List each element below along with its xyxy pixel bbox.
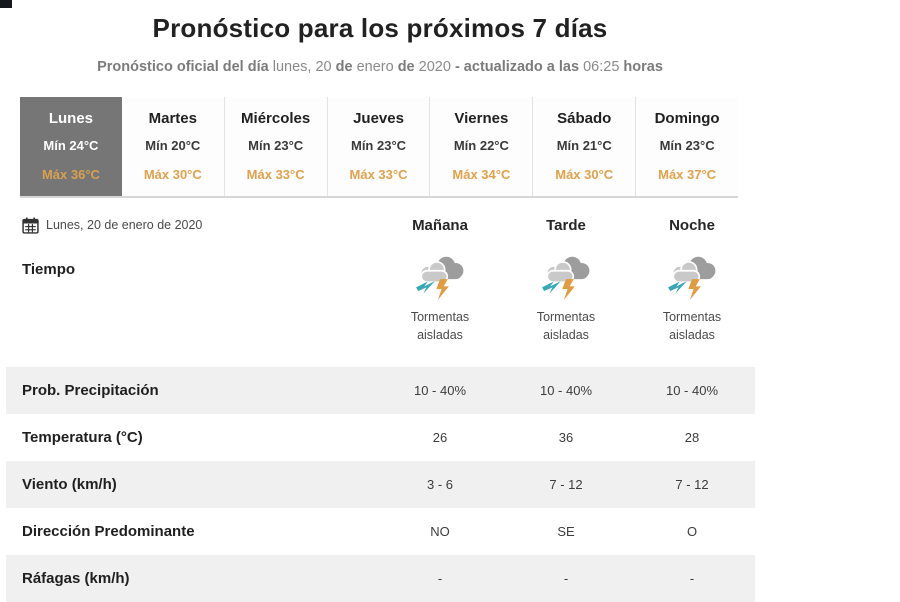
row-value-night: 10 - 40% [665, 383, 719, 398]
day-tab-name: Martes [148, 110, 197, 127]
row-value-afternoon: 36 [558, 430, 574, 445]
weather-condition-label: Tormentas aisladas [662, 310, 722, 343]
selected-date-label: Lunes, 20 de enero de 2020 [46, 218, 203, 232]
page-subtitle: Pronóstico oficial del día lunes, 20 de … [0, 59, 760, 75]
page-title: Pronóstico para los próximos 7 días [152, 13, 608, 43]
day-tab-sabado[interactable]: Sábado Mín 21°C Máx 30°C [532, 97, 636, 196]
day-detail-table: Lunes, 20 de enero de 2020 Mañana Tarde … [6, 205, 755, 602]
day-tab-lunes[interactable]: Lunes Mín 24°C Máx 36°C [20, 97, 122, 196]
table-row: Prob. Precipitación 10 - 40% 10 - 40% 10… [6, 367, 755, 414]
table-row: Ráfagas (km/h) - - - [6, 555, 755, 602]
period-header-morning: Mañana [412, 216, 468, 234]
weather-cell: Tormentas aisladas [629, 245, 755, 367]
day-tab-name: Lunes [48, 110, 94, 127]
row-label: Ráfagas (km/h) [22, 570, 130, 587]
subtitle-segment: de [397, 59, 419, 75]
row-value-afternoon: 7 - 12 [549, 477, 583, 492]
subtitle-segment: 2020 [418, 59, 455, 75]
subtitle-segment: 06:25 [583, 59, 624, 75]
weather-condition-row: Tiempo Tormentas aisladas [6, 245, 755, 367]
row-value-morning: 10 - 40% [413, 383, 467, 398]
row-value-night: O [686, 524, 698, 539]
weather-condition-label: Tormentas aisladas [410, 310, 470, 343]
period-header-afternoon: Tarde [546, 216, 586, 234]
table-row: Temperatura (°C) 26 36 28 [6, 414, 755, 461]
weather-row-label: Tiempo [22, 261, 76, 278]
day-tab-max-temp: Máx 37°C [658, 167, 717, 182]
corner-artifact [0, 0, 12, 8]
row-value-morning: - [437, 571, 443, 586]
weather-cell: Tormentas aisladas [377, 245, 503, 367]
calendar-icon [22, 217, 39, 234]
day-tab-strip: Lunes Mín 24°C Máx 36°C Martes Mín 20°C … [20, 97, 739, 198]
subtitle-segment: enero [356, 59, 398, 75]
row-label: Temperatura (°C) [22, 429, 143, 446]
day-tab-min-temp: Mín 21°C [556, 138, 612, 153]
table-row: Viento (km/h) 3 - 6 7 - 12 7 - 12 [6, 461, 755, 508]
day-tab-max-temp: Máx 36°C [41, 167, 100, 182]
period-header-night: Noche [669, 216, 715, 234]
storm-cloud-icon [668, 256, 716, 300]
day-tab-max-temp: Máx 30°C [143, 167, 202, 182]
subtitle-segment: lunes, 20 [272, 59, 336, 75]
row-value-morning: 3 - 6 [426, 477, 453, 492]
subtitle-segment: horas [623, 59, 663, 75]
subtitle-segment: - actualizado a las [454, 59, 584, 75]
row-value-morning: 26 [432, 430, 448, 445]
row-value-morning: NO [430, 524, 450, 539]
row-label: Viento (km/h) [22, 476, 117, 493]
row-value-afternoon: 10 - 40% [539, 383, 593, 398]
weather-cell: Tormentas aisladas [503, 245, 629, 367]
day-tab-miercoles[interactable]: Miércoles Mín 23°C Máx 33°C [223, 97, 327, 196]
day-tab-name: Viernes [454, 110, 509, 127]
subtitle-segment: de [335, 59, 357, 75]
day-tab-jueves[interactable]: Jueves Mín 23°C Máx 33°C [326, 97, 430, 196]
day-tab-name: Miércoles [241, 110, 311, 127]
row-label: Dirección Predominante [22, 523, 195, 540]
row-value-afternoon: SE [557, 524, 575, 539]
row-value-afternoon: - [563, 571, 569, 586]
day-tab-max-temp: Máx 33°C [349, 167, 408, 182]
day-tab-min-temp: Mín 23°C [248, 138, 304, 153]
day-tab-max-temp: Máx 34°C [452, 167, 511, 182]
row-value-night: 28 [684, 430, 700, 445]
storm-cloud-icon [542, 256, 590, 300]
day-tab-min-temp: Mín 23°C [659, 138, 715, 153]
weather-condition-label: Tormentas aisladas [536, 310, 596, 343]
day-tab-max-temp: Máx 33°C [246, 167, 305, 182]
day-tab-domingo[interactable]: Domingo Mín 23°C Máx 37°C [635, 97, 739, 196]
storm-cloud-icon [416, 256, 464, 300]
day-tab-min-temp: Mín 23°C [350, 138, 407, 153]
day-tab-name: Sábado [557, 110, 612, 127]
row-label: Prob. Precipitación [22, 382, 159, 399]
detail-header-row: Lunes, 20 de enero de 2020 Mañana Tarde … [6, 205, 755, 245]
forecast-data-rows: Prob. Precipitación 10 - 40% 10 - 40% 10… [6, 367, 755, 602]
day-tab-min-temp: Mín 20°C [145, 138, 201, 153]
day-tab-max-temp: Máx 30°C [555, 167, 614, 182]
day-tab-viernes[interactable]: Viernes Mín 22°C Máx 34°C [429, 97, 533, 196]
day-tab-name: Jueves [353, 110, 404, 127]
day-tab-martes[interactable]: Martes Mín 20°C Máx 30°C [121, 97, 224, 196]
date-cell: Lunes, 20 de enero de 2020 [6, 217, 377, 234]
day-tab-min-temp: Mín 24°C [43, 138, 99, 153]
subtitle-segment: Pronóstico oficial del día [97, 59, 273, 75]
day-tab-name: Domingo [654, 110, 720, 127]
row-value-night: 7 - 12 [675, 477, 709, 492]
row-value-night: - [689, 571, 695, 586]
day-tab-min-temp: Mín 22°C [453, 138, 509, 153]
table-row: Dirección Predominante NO SE O [6, 508, 755, 555]
